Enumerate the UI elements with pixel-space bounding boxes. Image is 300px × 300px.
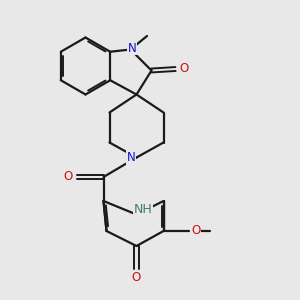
Text: O: O [64,170,73,184]
Text: N: N [127,151,136,164]
Text: O: O [132,271,141,284]
Text: N: N [128,41,136,55]
Text: O: O [191,224,200,238]
Text: NH: NH [134,202,152,216]
Text: O: O [179,62,188,76]
